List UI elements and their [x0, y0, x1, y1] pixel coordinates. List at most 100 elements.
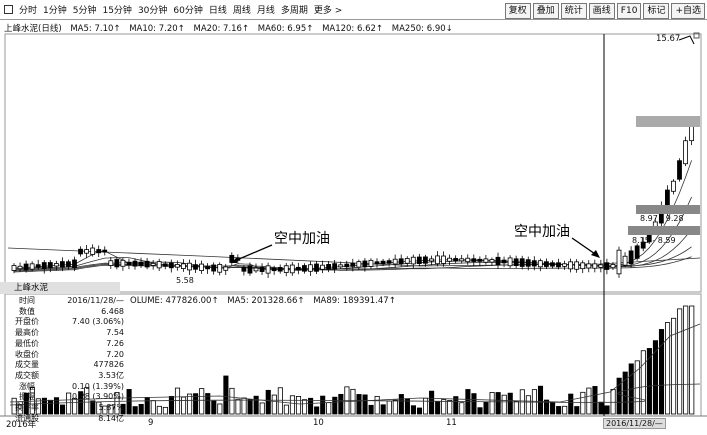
- candle-body: [459, 258, 465, 262]
- candle-body: [187, 262, 192, 271]
- candle-body: [386, 260, 392, 264]
- info-row: 换手率 5.87%: [8, 403, 128, 414]
- ma250-value: MA250: 6.90↓: [391, 24, 453, 34]
- candle-body: [199, 263, 204, 271]
- period-tab-5min[interactable]: 5分钟: [72, 6, 97, 16]
- volume-bar: [471, 393, 477, 415]
- stats-button[interactable]: 统计: [560, 3, 587, 19]
- candle-body: [241, 266, 247, 272]
- candle-body: [368, 259, 374, 267]
- volume-bar: [495, 392, 501, 415]
- ma60-value: MA60: 6.95↑: [257, 24, 314, 34]
- candle-body: [138, 261, 144, 266]
- candle-body: [501, 259, 507, 264]
- candle-body: [507, 257, 513, 267]
- volume-bar: [550, 401, 556, 415]
- volume-bar: [11, 397, 17, 415]
- layout-icon[interactable]: [4, 5, 13, 14]
- candle-body: [301, 265, 307, 272]
- candle-body: [217, 264, 223, 273]
- volume-bar: [235, 398, 241, 415]
- candle-body: [144, 260, 150, 268]
- info-row: 时间 2016/11/28/—: [8, 296, 128, 307]
- volume-value: OLUME: 477826.00↑: [130, 296, 219, 306]
- info-value: 7.20: [106, 349, 124, 359]
- candle-body: [180, 263, 186, 269]
- candle-body: [126, 261, 132, 266]
- candle-body: [628, 250, 634, 265]
- period-tab-more[interactable]: 更多 >: [313, 6, 343, 16]
- period-tab-weekly[interactable]: 周线: [232, 6, 251, 16]
- x-axis-year: 2016年: [6, 420, 37, 430]
- candle-body: [326, 264, 332, 270]
- period-tab-multi[interactable]: 多周期: [280, 6, 308, 16]
- candle-body: [295, 266, 301, 271]
- candle-body: [374, 261, 380, 265]
- candle-body: [283, 265, 289, 273]
- candle-body: [362, 260, 368, 268]
- candle-body: [150, 262, 156, 266]
- volume-bar: [193, 393, 199, 415]
- volume-bar: [78, 391, 84, 415]
- overlay-button[interactable]: 叠加: [532, 3, 559, 19]
- candle-body: [41, 262, 47, 270]
- candle-body: [96, 249, 102, 254]
- period-toolbar: 分时 1分钟 5分钟 15分钟 30分钟 60分钟 日线 周线 月线 多周期 更…: [0, 0, 707, 20]
- volume-bars: [11, 305, 695, 415]
- candle-body: [598, 264, 604, 268]
- period-tab-1min[interactable]: 1分钟: [43, 6, 67, 16]
- period-tab-daily[interactable]: 日线: [208, 6, 227, 16]
- info-value: 3.53亿: [98, 370, 124, 380]
- candle-body: [568, 261, 573, 270]
- f10-button[interactable]: F10: [616, 3, 642, 19]
- mark-button[interactable]: 标记: [643, 3, 670, 19]
- volume-bar: [665, 322, 671, 415]
- volume-bar: [489, 392, 495, 415]
- info-panel-title: 上峰水泥: [14, 283, 49, 293]
- candle-body: [108, 260, 114, 266]
- add-favorite-button[interactable]: +自选: [671, 3, 705, 19]
- volume-ma5-value: MA5: 201328.66↑: [227, 296, 305, 306]
- period-tab-60min[interactable]: 60分钟: [173, 6, 203, 16]
- volume-bar: [423, 397, 429, 415]
- period-tab-intraday[interactable]: 分时: [19, 6, 38, 16]
- candle-body: [320, 264, 325, 270]
- adjust-button[interactable]: 复权: [504, 3, 531, 19]
- volume-bar: [132, 406, 138, 415]
- volume-bar: [658, 329, 665, 415]
- candle-body: [205, 266, 211, 270]
- candle-body: [471, 258, 477, 262]
- candle-body: [265, 265, 271, 274]
- draw-button[interactable]: 画线: [588, 3, 615, 19]
- candle-body: [544, 261, 549, 267]
- candle-body: [556, 262, 561, 268]
- candle-body: [66, 261, 71, 267]
- period-tab-30min[interactable]: 30分钟: [137, 6, 168, 16]
- volume-ma89-line: [9, 383, 701, 406]
- volume-bar: [386, 400, 392, 415]
- range-box-1: [636, 205, 700, 214]
- candle-body: [398, 258, 404, 265]
- candle-body: [550, 262, 555, 267]
- candle-body: [193, 264, 198, 270]
- volume-bar: [453, 396, 459, 415]
- volume-bar: [168, 395, 174, 415]
- volume-bar: [598, 401, 604, 415]
- info-panel-header[interactable]: 上峰水泥: [0, 282, 120, 294]
- volume-bar: [410, 405, 416, 415]
- volume-bar: [211, 400, 217, 415]
- candlesticks: [11, 122, 694, 278]
- candle-body: [441, 255, 446, 264]
- volume-bar: [368, 404, 374, 415]
- info-value: 2016/11/28/—: [67, 296, 124, 305]
- candle-body: [29, 263, 35, 270]
- volume-bar: [138, 403, 144, 415]
- period-tab-15min[interactable]: 15分钟: [102, 6, 132, 16]
- period-tab-monthly[interactable]: 月线: [256, 6, 275, 16]
- price-pane-border: [4, 33, 702, 293]
- candle-body: [683, 140, 688, 165]
- candle-body: [477, 258, 483, 262]
- candle-body: [102, 249, 108, 253]
- candle-body: [53, 263, 59, 267]
